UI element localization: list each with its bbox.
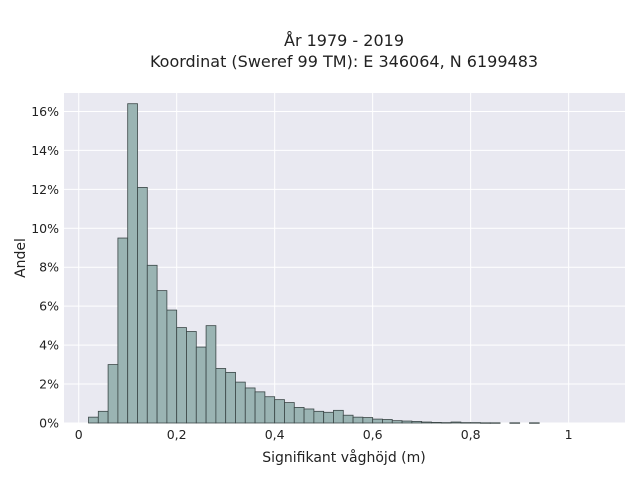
- histogram-bar: [225, 371, 236, 424]
- x-tick-label: 0,6: [363, 427, 383, 442]
- y-tick-label: 10%: [31, 221, 59, 236]
- histogram-bar: [382, 419, 393, 424]
- histogram-bar: [480, 422, 491, 424]
- histogram-bar: [166, 309, 178, 424]
- histogram-bar: [127, 103, 138, 424]
- histogram-bar: [401, 420, 413, 424]
- histogram-bar: [186, 331, 197, 424]
- histogram-bar: [411, 421, 423, 424]
- histogram-bar: [293, 407, 305, 424]
- histogram-bar: [215, 368, 227, 424]
- histogram-bar: [97, 410, 109, 424]
- histogram-bar: [137, 187, 148, 424]
- histogram-bar: [88, 416, 99, 424]
- y-tick-label: 14%: [31, 143, 59, 158]
- histogram-bar: [342, 414, 354, 424]
- y-axis-label: Andel: [13, 238, 29, 278]
- histogram-bar: [509, 422, 521, 424]
- y-tick-label: 4%: [39, 338, 59, 353]
- histogram-bar: [156, 290, 168, 424]
- y-axis-ticks: 0% 2% 4% 6% 8% 10% 12% 14% 16%: [31, 104, 59, 431]
- x-axis-ticks: 0 0,2 0,4 0,6 0,8 1: [75, 427, 573, 442]
- histogram-bar: [313, 410, 325, 424]
- histogram-bar: [489, 422, 501, 424]
- histogram-bar: [303, 408, 315, 424]
- histogram-bar: [529, 422, 540, 424]
- y-tick-label: 8%: [39, 260, 59, 275]
- histogram-bar: [362, 417, 374, 424]
- x-tick-label: 0,2: [167, 427, 187, 442]
- chart-title: År 1979 - 2019 Koordinat (Sweref 99 TM):…: [150, 31, 538, 71]
- chart-title-line-1: År 1979 - 2019: [284, 31, 404, 50]
- histogram-bar: [470, 422, 481, 424]
- x-tick-label: 0,8: [461, 427, 481, 442]
- histogram-bar: [450, 421, 462, 424]
- histogram-bar: [264, 396, 276, 424]
- y-tick-label: 6%: [39, 299, 59, 314]
- histogram-bar: [244, 387, 256, 424]
- histogram-bar: [146, 264, 158, 424]
- y-tick-label: 2%: [39, 377, 59, 392]
- histogram-bar: [421, 421, 432, 424]
- y-tick-label: 16%: [31, 104, 59, 119]
- histogram-bar: [176, 327, 187, 424]
- y-tick-label: 12%: [31, 182, 59, 197]
- x-tick-label: 0: [75, 427, 83, 442]
- histogram-bar: [235, 381, 246, 424]
- histogram-bar: [431, 422, 442, 424]
- histogram-bar: [460, 422, 472, 424]
- histogram-bar: [352, 416, 364, 424]
- histogram-bar: [205, 325, 217, 424]
- histogram-bar: [440, 422, 452, 424]
- histogram-bar: [323, 411, 334, 424]
- histogram-bar: [284, 402, 295, 424]
- bars: [88, 103, 540, 424]
- x-tick-label: 1: [565, 427, 573, 442]
- histogram-bar: [195, 346, 207, 424]
- histogram-bar: [254, 391, 266, 424]
- histogram-bar: [107, 364, 119, 424]
- histogram-bar: [333, 409, 344, 424]
- y-tick-label: 0%: [39, 416, 59, 431]
- histogram-bar: [274, 399, 285, 424]
- histogram-bar: [117, 237, 129, 424]
- x-axis-label: Signifikant våghöjd (m): [262, 449, 425, 466]
- chart-title-line-2: Koordinat (Sweref 99 TM): E 346064, N 61…: [150, 52, 538, 71]
- histogram-bar: [391, 420, 403, 424]
- histogram-bar: [372, 418, 383, 424]
- x-tick-label: 0,4: [265, 427, 285, 442]
